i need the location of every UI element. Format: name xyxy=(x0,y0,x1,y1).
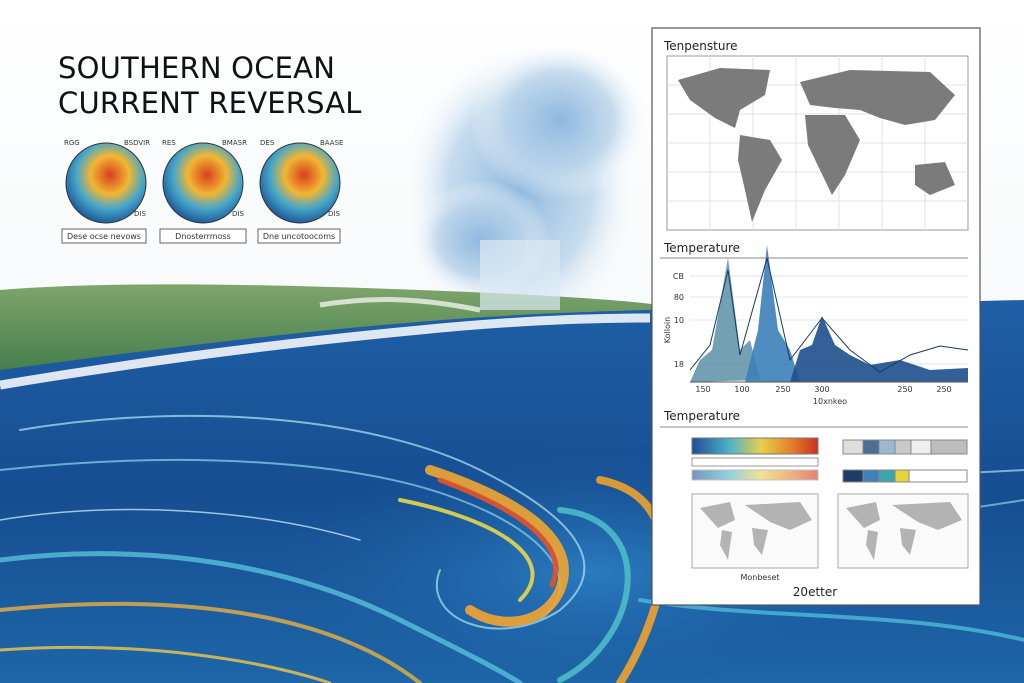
panel: Tenpensture Temperature CB 80 10 18 Koll… xyxy=(651,27,981,606)
continents xyxy=(678,68,955,222)
y-tick-label: 18 xyxy=(674,360,684,369)
y-tick-label: CB xyxy=(673,272,684,281)
panel-title: Tenpensture xyxy=(663,39,738,53)
x-tick-label: 300 xyxy=(814,385,829,394)
globe-label: BSDVIR xyxy=(124,139,150,147)
globe-label: DES xyxy=(260,139,275,147)
peak-area xyxy=(790,316,968,382)
heat-strip xyxy=(691,437,819,455)
panel-footer: 20etter xyxy=(793,585,837,599)
globe-caption: Dese ocse nevows xyxy=(67,232,141,241)
series-line xyxy=(689,257,969,373)
globe xyxy=(162,142,244,224)
globe xyxy=(259,142,341,224)
globe-label: RGG xyxy=(64,139,80,147)
heat-strip xyxy=(691,469,819,481)
axis-label: Monbeset xyxy=(740,573,779,582)
x-tick-label: 100 xyxy=(734,385,749,394)
globe-group: RGG BSDVIR DIS RES BMASR DIS DES BAASE D… xyxy=(61,139,343,244)
globe-label: BAASE xyxy=(320,139,343,147)
cloud xyxy=(470,40,650,200)
wave-crest xyxy=(0,313,651,390)
globe-caption: Dnosterrmoss xyxy=(175,232,231,241)
x-tick-label: 250 xyxy=(775,385,790,394)
panel-title: Temperature xyxy=(663,241,740,255)
x-tick-label: 250 xyxy=(936,385,951,394)
caption-box xyxy=(257,228,341,244)
swatch-strip xyxy=(842,439,968,483)
peak-area xyxy=(690,258,760,382)
globe xyxy=(65,142,147,224)
x-tick-label: 150 xyxy=(695,385,710,394)
caption-box xyxy=(61,228,147,244)
title-line: CURRENT REVERSAL xyxy=(58,86,362,120)
wave-crest xyxy=(319,297,481,313)
panel-title: Temperature xyxy=(663,409,740,423)
globe-label: BMASR xyxy=(222,139,247,147)
caption-box xyxy=(159,228,247,244)
y-axis-label: Kolloin xyxy=(663,317,672,343)
spray xyxy=(480,240,560,310)
y-tick-label: 10 xyxy=(674,316,684,325)
heat-strip xyxy=(691,457,819,467)
peak-area xyxy=(745,245,800,382)
globe-label: RES xyxy=(162,139,176,147)
globe-label: DIS xyxy=(328,210,340,218)
globe-label: DIS xyxy=(232,210,244,218)
title-line: SOUTHERN OCEAN xyxy=(58,51,335,85)
x-tick-label: 250 xyxy=(897,385,912,394)
globe-caption: Dne uncotoocoms xyxy=(263,232,335,241)
x-axis-label: 10xnkeo xyxy=(813,397,847,406)
mini-continents xyxy=(700,502,962,560)
y-tick-label: 80 xyxy=(674,293,684,302)
globe-label: DIS xyxy=(134,210,146,218)
